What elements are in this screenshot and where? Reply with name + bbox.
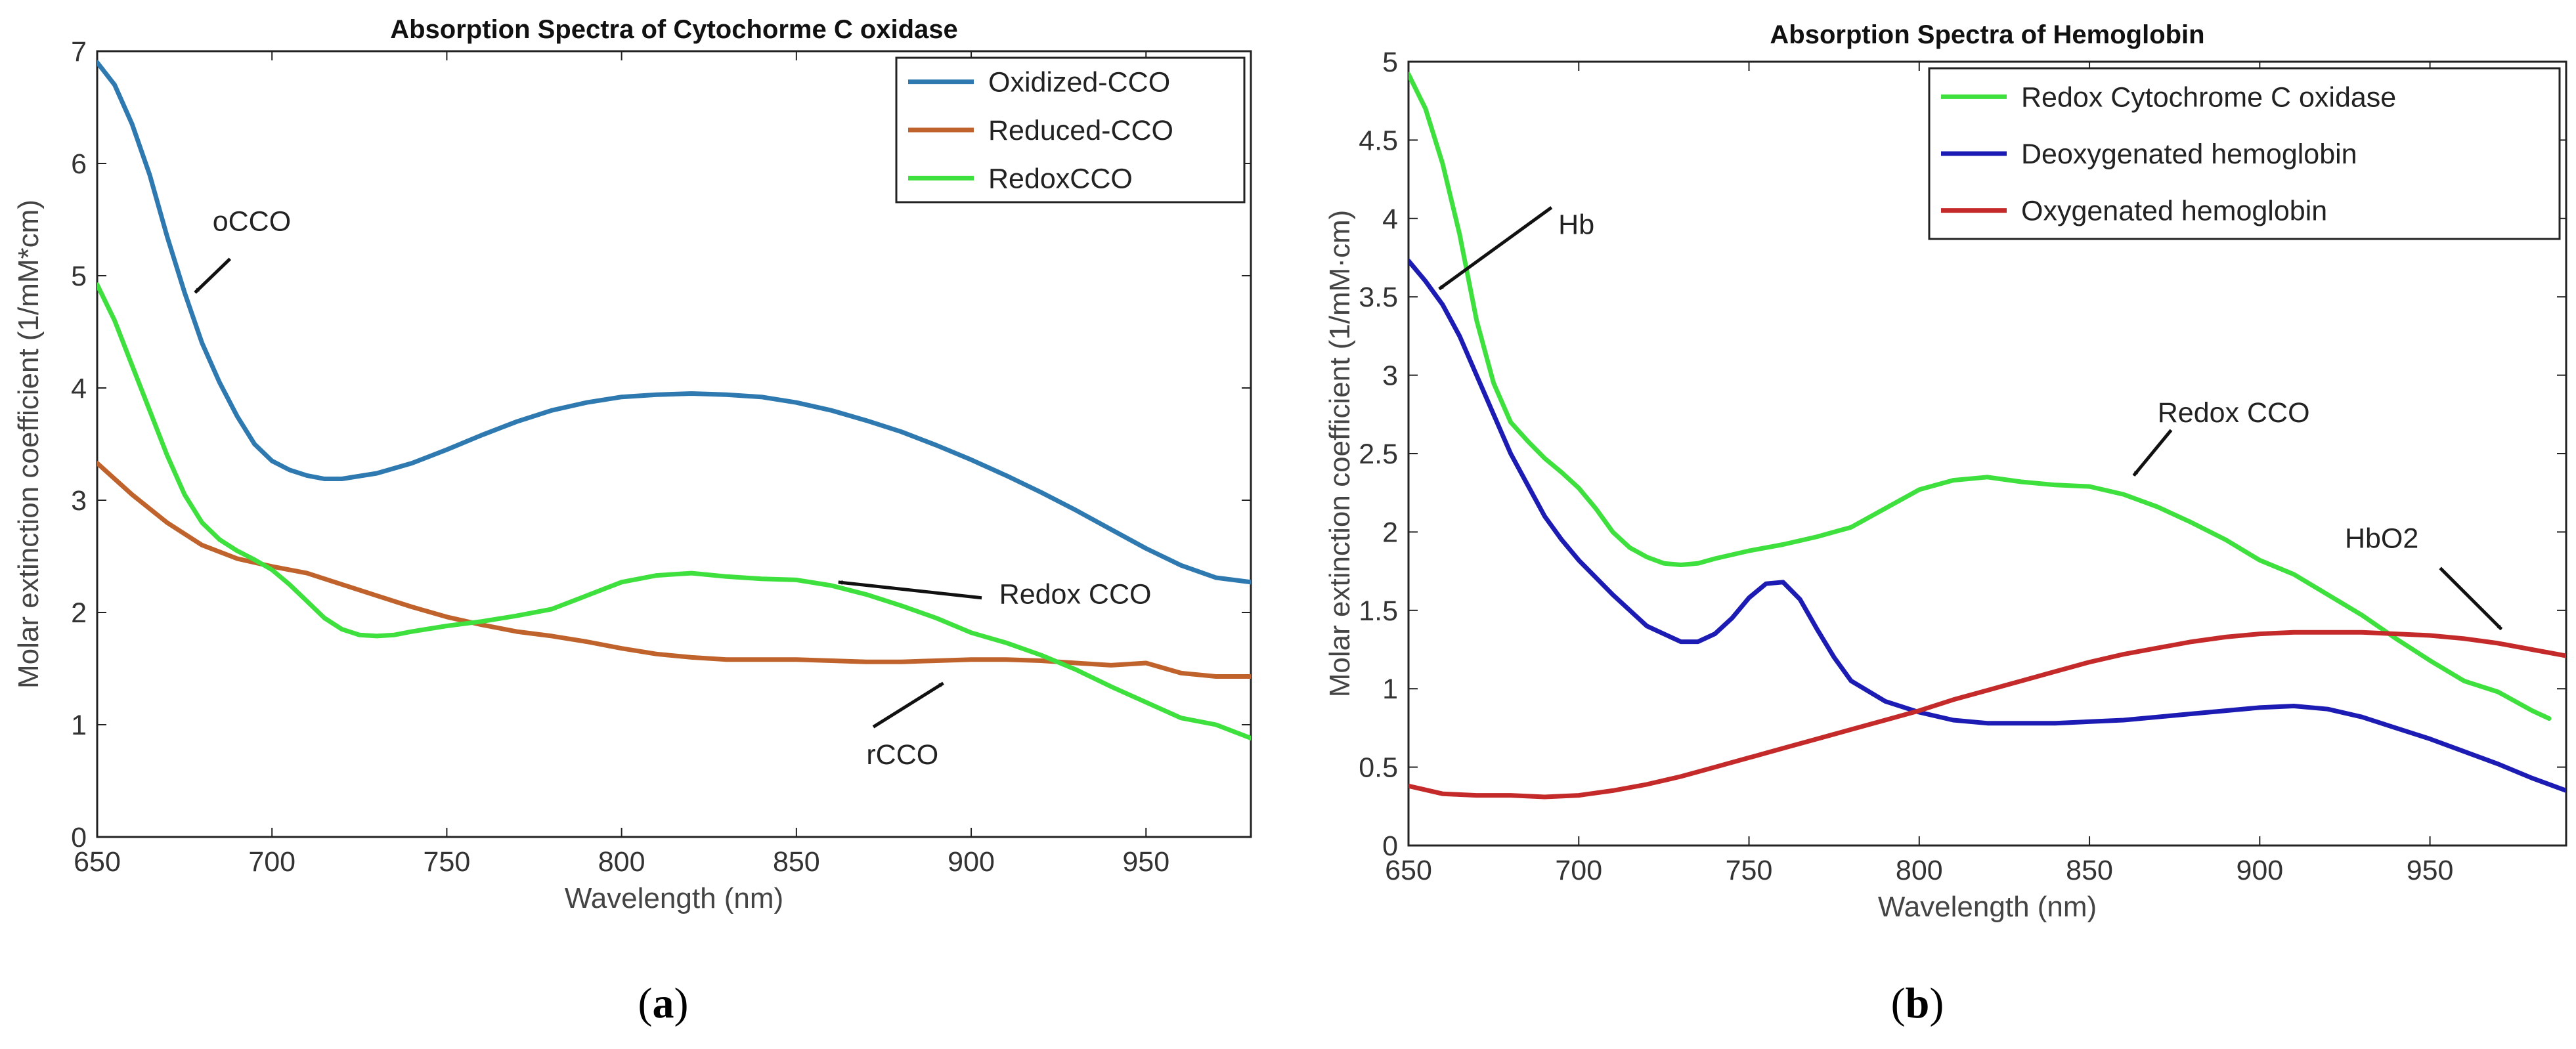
plot-area (97, 60, 1251, 740)
x-tick-label: 750 (1726, 855, 1773, 886)
legend-entry: Oxygenated hemoglobin (2021, 196, 2327, 227)
x-tick-label: 700 (1555, 855, 1602, 886)
series-line-redoxcco (97, 282, 1251, 740)
annotations: Hb Redox CCO HbO2 (1438, 206, 2503, 631)
tick-labels: 650 700 750 800 850 900 950 0 1 2 3 4 5 6 7 (71, 36, 1169, 878)
y-tick-label: 2 (71, 597, 87, 629)
y-tick-label: 4 (1382, 203, 1398, 235)
x-tick-label: 650 (1385, 855, 1432, 886)
annotation-arrow (1438, 206, 1553, 291)
panel-caption: (a) (638, 979, 689, 1027)
y-tick-label: 1 (1382, 674, 1398, 705)
annotation-label: oCCO (213, 206, 291, 238)
x-axis-label: Wavelength (nm) (565, 882, 783, 914)
x-tick-label: 850 (2066, 855, 2113, 886)
series-line-oxygenated-hemoglobin (1408, 630, 2566, 800)
chart-title: Absorption Spectra of Hemoglobin (1770, 20, 2204, 49)
x-tick-label: 700 (248, 846, 295, 878)
y-tick-label: 7 (71, 36, 87, 68)
x-tick-label: 800 (1896, 855, 1943, 886)
panel-b: Absorption Spectra of Hemoglobin 650 700 7… (1324, 20, 2567, 1027)
annotation-arrow (2439, 567, 2503, 631)
y-tick-label: 1.5 (1359, 595, 1398, 627)
legend-entry: RedoxCCO (988, 163, 1133, 194)
x-tick-label: 900 (948, 846, 995, 878)
y-tick-label: 3 (1382, 360, 1398, 392)
y-tick-label: 5 (71, 261, 87, 292)
annotation-label: Hb (1558, 209, 1594, 241)
annotation-arrow (838, 580, 982, 600)
y-tick-label: 0 (71, 822, 87, 853)
legend: Redox Cytochrome C oxidase Deoxygenated h… (1928, 67, 2561, 240)
legend: Oxidized-CCO Reduced-CCO RedoxCCO (895, 56, 1246, 203)
x-tick-label: 950 (1122, 846, 1169, 878)
tick-labels: 650 700 750 800 850 900 950 0 0.5 1 1.5 2 2.5 3 3.5 4 4.… (1359, 47, 2453, 886)
legend-entry: Reduced-CCO (988, 115, 1173, 146)
annotation-arrow (194, 257, 232, 294)
legend-entry: Oxidized-CCO (988, 67, 1170, 98)
caption-open: ( (1891, 979, 1906, 1027)
y-tick-label: 3 (71, 485, 87, 517)
caption-letter: a (653, 979, 674, 1027)
caption-letter: b (1906, 979, 1930, 1027)
y-tick-label: 2.5 (1359, 439, 1398, 470)
x-tick-label: 650 (74, 846, 121, 878)
annotations: oCCO Redox CCO rCCO (194, 206, 1152, 771)
y-axis-label: Molar extinction coefficient (1/mM*cm) (12, 200, 45, 689)
legend-entry: Deoxygenated hemoglobin (2021, 139, 2357, 170)
x-tick-label: 800 (598, 846, 645, 878)
caption-close: ) (674, 979, 689, 1027)
x-tick-label: 850 (773, 846, 820, 878)
series-line-oxidized-cco (97, 60, 1251, 585)
panel-a: Absorption Spectra of Cytochorme C oxida… (12, 15, 1252, 1027)
annotation-arrow (872, 681, 944, 729)
annotation-label: rCCO (866, 739, 938, 771)
y-tick-label: 4.5 (1359, 125, 1398, 156)
y-tick-label: 0 (1382, 830, 1398, 862)
y-tick-label: 2 (1382, 517, 1398, 548)
annotation-label: HbO2 (2345, 523, 2418, 554)
x-axis-label: Wavelength (nm) (1878, 891, 2097, 923)
chart-title: Absorption Spectra of Cytochorme C oxida… (390, 15, 958, 44)
plot-area (1408, 72, 2566, 800)
y-tick-label: 5 (1382, 47, 1398, 78)
y-tick-label: 1 (71, 710, 87, 741)
x-tick-label: 950 (2407, 855, 2454, 886)
caption-close: ) (1929, 979, 1944, 1027)
y-tick-label: 3.5 (1359, 282, 1398, 313)
series-line-redox-cytochrome-c-oxidase (1408, 72, 2552, 721)
annotation-label: Redox CCO (999, 578, 1152, 610)
y-tick-label: 0.5 (1359, 752, 1398, 784)
caption-open: ( (638, 979, 653, 1027)
legend-box (1928, 67, 2561, 240)
x-tick-label: 750 (424, 846, 471, 878)
annotation-label: Redox CCO (2158, 397, 2310, 429)
panel-caption: (b) (1891, 979, 1944, 1027)
series-line-deoxygenated-hemoglobin (1408, 258, 2566, 793)
x-tick-label: 900 (2236, 855, 2283, 886)
y-axis-label: Molar extinction coefficient (1/mM·cm) (1324, 210, 1356, 698)
y-tick-label: 6 (71, 148, 87, 180)
legend-entry: Redox Cytochrome C oxidase (2021, 81, 2396, 113)
y-tick-label: 4 (71, 373, 87, 404)
annotation-arrow (2132, 429, 2173, 477)
